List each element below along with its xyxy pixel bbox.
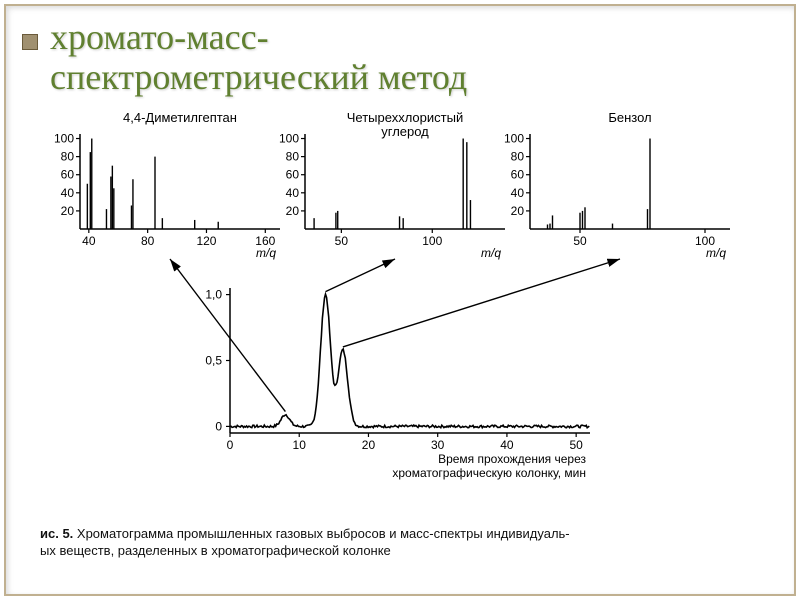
spectrum-title: Бензол (608, 110, 651, 125)
chrom-xtick: 0 (227, 438, 234, 452)
ytick-label: 40 (511, 186, 525, 200)
chrom-ytick: 0 (215, 419, 222, 433)
ytick-label: 60 (61, 168, 75, 182)
spectrum-panel-0: 204060801004080120160m/q4,4-Диметилгепта… (54, 110, 280, 260)
axis-xlabel: m/q (256, 246, 276, 260)
ytick-label: 20 (286, 204, 300, 218)
ytick-label: 60 (286, 168, 300, 182)
xtick-label: 50 (573, 234, 587, 248)
spectrum-panel-2: 2040608010050100m/qБензол (504, 110, 730, 260)
figure-caption: ис. 5. Хроматограмма промышленных газовы… (40, 526, 770, 560)
spectrum-title: Четыреххлористый (347, 110, 463, 125)
chrom-xtick: 30 (431, 438, 445, 452)
chrom-xtick: 20 (362, 438, 376, 452)
spectrum-title: углерод (381, 124, 429, 139)
xtick-label: 40 (82, 234, 96, 248)
xtick-label: 80 (141, 234, 155, 248)
chrom-xtick: 40 (500, 438, 514, 452)
chromatogram-trace (230, 294, 589, 428)
chrom-ytick: 1,0 (205, 288, 222, 302)
title-bullet (22, 34, 38, 50)
ytick-label: 40 (286, 186, 300, 200)
spectrum-panel-1: 20 40 60 80 100 50 100 m/q Четыреххлористыйуглер… (279, 110, 505, 260)
ytick-label: 80 (61, 150, 75, 164)
chrom-xtick: 10 (293, 438, 307, 452)
spectrum-title: 4,4-Диметилгептан (123, 110, 237, 125)
ytick-label: 20 (61, 204, 75, 218)
xtick-label: 100 (422, 234, 442, 248)
xtick-label: 50 (335, 234, 349, 248)
chromatogram-panel: 0 0,5 1,0 0 10 20 30 40 50Время прохождения чере… (205, 288, 590, 480)
axis-xlabel: m/q (481, 246, 501, 260)
ytick-label: 80 (511, 150, 525, 164)
ytick-label: 80 (286, 150, 300, 164)
link-arrow (343, 259, 620, 347)
link-arrow (326, 259, 395, 292)
chrom-xlabel: Время прохождения через (438, 452, 586, 466)
link-arrow (170, 259, 285, 412)
ytick-label: 100 (54, 132, 74, 146)
ytick-label: 60 (511, 168, 525, 182)
chrom-xtick: 50 (569, 438, 583, 452)
axis-xlabel: m/q (706, 246, 726, 260)
ytick-label: 40 (61, 186, 75, 200)
ytick-label: 100 (279, 132, 299, 146)
chrom-xlabel: хроматографическую колонку, мин (392, 466, 586, 480)
chrom-ytick: 0,5 (205, 354, 222, 368)
figure-container: 204060801004080120160m/q4,4-Диметилгепта… (30, 108, 770, 508)
ytick-label: 100 (504, 132, 524, 146)
xtick-label: 120 (196, 234, 216, 248)
ytick-label: 20 (511, 204, 525, 218)
figure-svg: 204060801004080120160m/q4,4-Диметилгепта… (30, 108, 770, 508)
